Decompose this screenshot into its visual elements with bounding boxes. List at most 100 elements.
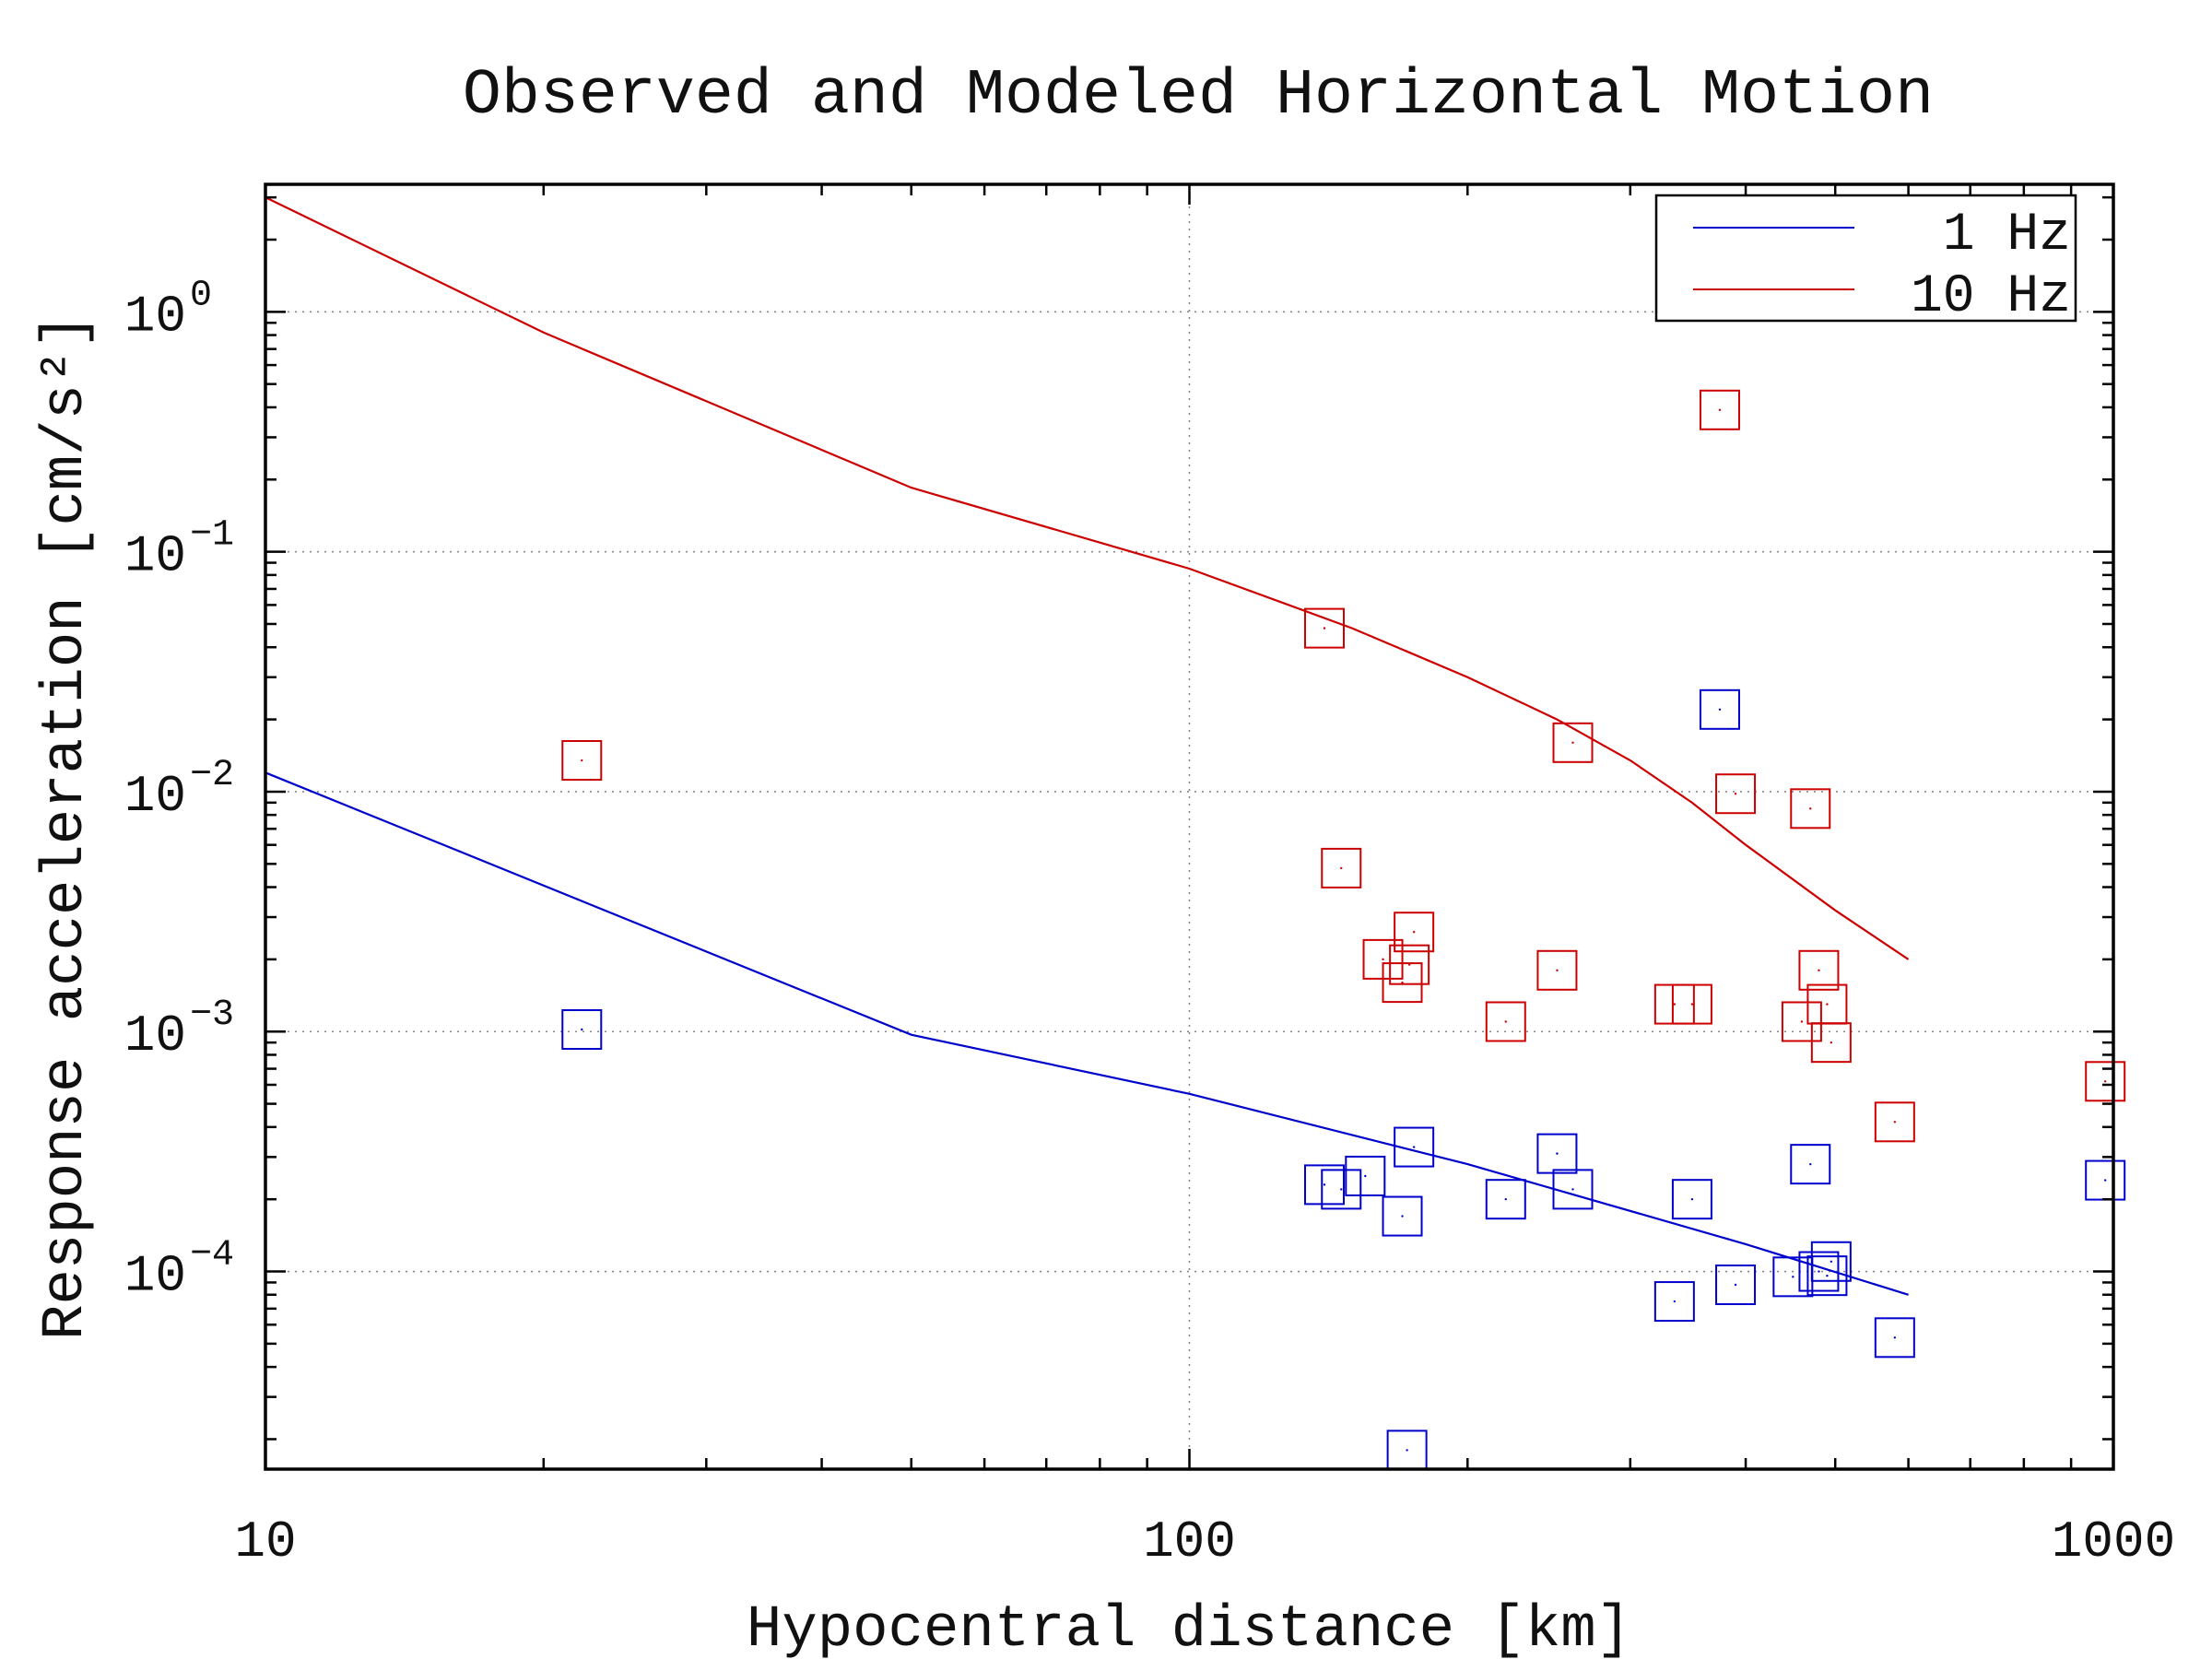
observed-point-dot-10hz — [1673, 1003, 1677, 1006]
observed-point-dot-1hz — [1818, 1270, 1820, 1273]
observed-point-1hz — [1303, 1164, 1345, 1206]
observed-point-10hz — [1810, 1022, 1852, 1064]
y-tick-exponent: −3 — [190, 994, 234, 1036]
y-tick-exponent: −4 — [190, 1235, 234, 1277]
observed-point-dot-1hz — [1893, 1336, 1897, 1339]
observed-point-dot-10hz — [2104, 1080, 2107, 1083]
observed-point-1hz — [1536, 1133, 1578, 1174]
observed-point-dot-1hz — [1323, 1183, 1326, 1186]
observed-point-dot-1hz — [1826, 1274, 1829, 1277]
observed-point-1hz — [1699, 688, 1740, 730]
observed-point-dot-1hz — [1364, 1174, 1367, 1178]
y-tick-label: 10 — [124, 767, 186, 826]
observed-point-dot-1hz — [1504, 1197, 1507, 1201]
observed-point-dot-1hz — [1718, 708, 1722, 712]
observed-point-dot-10hz — [1556, 969, 1559, 971]
observed-point-10hz — [1790, 788, 1831, 830]
legend-box — [1654, 194, 2077, 323]
observed-point-1hz — [1552, 1169, 1594, 1210]
observed-point-dot-10hz — [1504, 1020, 1507, 1023]
observed-point-dot-10hz — [1830, 1041, 1833, 1044]
observed-point-dot-10hz — [1818, 969, 1820, 971]
observed-point-10hz — [1536, 949, 1578, 991]
observed-point-dot-10hz — [1893, 1121, 1897, 1124]
observed-point-dot-10hz — [1800, 1020, 1804, 1023]
observed-point-1hz — [1321, 1169, 1362, 1210]
gridlines — [265, 184, 2113, 1469]
x-tick-label: 10 — [234, 1512, 296, 1571]
y-tick-label: 10 — [124, 527, 186, 586]
observed-point-dot-10hz — [1412, 931, 1416, 934]
observed-point-dot-10hz — [1718, 408, 1722, 411]
y-tick-exponent: 0 — [190, 275, 212, 316]
chart-title: Observed and Modeled Horizontal Motion — [463, 60, 1934, 133]
observed-point-1hz — [561, 1009, 603, 1051]
observed-point-10hz — [1798, 949, 1840, 991]
x-axis-label: Hypocentral distance [km] — [747, 1597, 1631, 1659]
observed-point-10hz — [1552, 722, 1594, 763]
legend: 1 Hz 10 Hz — [1654, 194, 2077, 327]
observed-point-dot-1hz — [581, 1028, 583, 1031]
observed-point-10hz — [561, 740, 603, 782]
observed-point-1hz — [1715, 1264, 1757, 1305]
observed-point-1hz — [1874, 1317, 1915, 1359]
observed-point-dot-1hz — [1792, 1276, 1794, 1278]
observed-point-dot-1hz — [1673, 1300, 1677, 1303]
legend-label-1hz: 1 Hz — [1943, 206, 2071, 265]
observed-point-1hz — [1810, 1241, 1852, 1282]
observed-point-10hz — [1389, 944, 1430, 985]
observed-point-1hz — [1806, 1255, 1848, 1297]
observed-point-10hz — [1485, 1001, 1526, 1042]
model-line-10hz — [265, 196, 1910, 960]
observed-point-dot-10hz — [1809, 807, 1812, 810]
observed-point-1hz — [1653, 1281, 1695, 1323]
x-tick-label: 1000 — [2052, 1512, 2175, 1571]
observed-point-dot-10hz — [1323, 627, 1326, 629]
observed-point-dot-1hz — [1401, 1215, 1404, 1218]
y-tick-label: 10 — [124, 287, 186, 346]
observed-point-1hz — [1485, 1179, 1526, 1220]
y-axis-label: Response acceleration [cm/s²] — [33, 313, 100, 1340]
observed-point-1hz — [1345, 1155, 1386, 1196]
observed-point-1hz — [1790, 1144, 1831, 1185]
observed-point-10hz — [1874, 1101, 1915, 1143]
observed-point-dot-1hz — [1571, 1188, 1574, 1191]
observed-point-1hz — [1394, 1126, 1435, 1168]
observed-point-1hz — [1798, 1251, 1840, 1292]
observed-point-dot-10hz — [1734, 793, 1737, 795]
observed-point-dot-10hz — [1826, 1003, 1829, 1006]
observed-point-10hz — [1671, 983, 1712, 1025]
observed-point-dot-1hz — [1809, 1162, 1812, 1166]
observed-point-dot-10hz — [1690, 1003, 1694, 1006]
y-tick-exponent: −1 — [190, 515, 234, 557]
observed-point-dot-10hz — [581, 759, 583, 762]
observed-point-dot-1hz — [1412, 1146, 1416, 1148]
observed-point-dot-10hz — [1340, 866, 1343, 870]
observed-point-dot-1hz — [1734, 1283, 1737, 1287]
y-tick-exponent: −2 — [190, 755, 234, 796]
observed-point-dot-1hz — [1556, 1152, 1559, 1155]
observed-point-1hz — [1671, 1179, 1712, 1220]
y-tick-label: 10 — [124, 1247, 186, 1306]
observed-point-10hz — [2085, 1061, 2126, 1102]
observed-point-dot-1hz — [1406, 1449, 1408, 1452]
observed-point-dot-1hz — [1690, 1197, 1694, 1201]
legend-label-10hz: 10 Hz — [1911, 267, 2071, 327]
observed-point-10hz — [1382, 962, 1423, 1004]
observed-point-dot-1hz — [1830, 1260, 1833, 1263]
observed-point-10hz — [1321, 847, 1362, 888]
observed-point-dot-10hz — [1382, 958, 1384, 961]
observed-point-dot-10hz — [1571, 741, 1574, 745]
observed-point-dot-1hz — [2104, 1179, 2107, 1182]
x-tick-label: 100 — [1143, 1512, 1236, 1571]
y-tick-label: 10 — [124, 1006, 186, 1065]
model-line-1hz — [265, 771, 1909, 1296]
observed-point-10hz — [1699, 389, 1740, 430]
data-layer — [265, 196, 2126, 1471]
observed-point-dot-1hz — [1340, 1188, 1343, 1191]
observed-point-1hz — [1382, 1195, 1423, 1237]
observed-point-10hz — [1715, 773, 1757, 815]
observed-point-dot-10hz — [1407, 963, 1411, 966]
